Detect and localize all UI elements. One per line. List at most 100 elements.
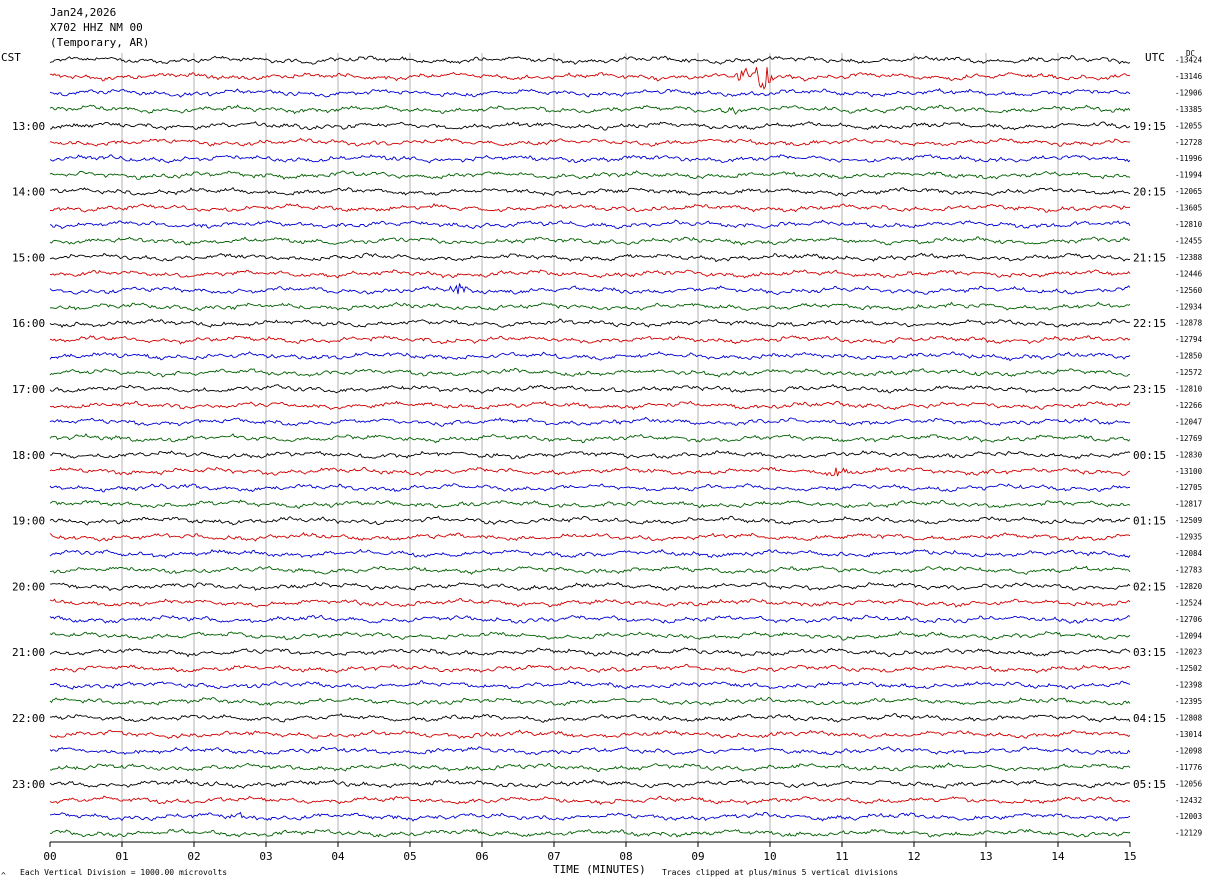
trace-line xyxy=(49,203,1131,213)
trace-line xyxy=(49,696,1131,707)
clip-note: Traces clipped at plus/minus 5 vertical … xyxy=(662,868,898,877)
x-tick-label: 13 xyxy=(979,850,992,863)
dc-offset-value: -12906 xyxy=(1175,88,1203,97)
trace-line xyxy=(49,350,1131,362)
x-tick-label: 09 xyxy=(691,850,704,863)
dc-offset-value: -12817 xyxy=(1175,500,1202,509)
trace-line xyxy=(49,301,1131,312)
scale-note: Each Vertical Division = 1000.00 microvo… xyxy=(20,868,227,877)
dc-offset-value: -12395 xyxy=(1175,697,1202,706)
dc-offset-value: -12047 xyxy=(1175,417,1202,426)
trace-line xyxy=(49,154,1131,164)
station-code: X702 HHZ NM 00 xyxy=(50,21,143,34)
x-tick-label: 01 xyxy=(115,850,128,863)
dc-offset-value: -12094 xyxy=(1175,631,1203,640)
utc-hour-label: 05:15 xyxy=(1133,778,1166,791)
utc-hour-label: 02:15 xyxy=(1133,580,1166,593)
trace-line xyxy=(49,598,1131,608)
dc-offset-value: -12783 xyxy=(1175,566,1202,575)
seismic-traces xyxy=(49,55,1131,838)
x-tick-label: 06 xyxy=(475,850,488,863)
x-tick-label: 05 xyxy=(403,850,416,863)
trace-line xyxy=(49,236,1131,246)
cst-hour-label: 23:00 xyxy=(12,778,45,791)
trace-line xyxy=(49,548,1131,559)
trace-line xyxy=(49,137,1131,147)
utc-hour-label: 21:15 xyxy=(1133,251,1166,264)
trace-line xyxy=(49,630,1131,641)
dc-offset-value: -12850 xyxy=(1175,352,1203,361)
dc-offset-value: -13014 xyxy=(1175,730,1203,739)
trace-line xyxy=(49,795,1131,806)
dc-offset-value: -12808 xyxy=(1175,714,1203,723)
dc-offset-value: -12455 xyxy=(1175,236,1202,245)
trace-line xyxy=(49,811,1131,822)
dc-offset-value: -12266 xyxy=(1175,401,1203,410)
dc-offset-value: -11996 xyxy=(1175,154,1203,163)
minute-gridlines xyxy=(121,53,1059,842)
dc-offset-value: -12098 xyxy=(1175,746,1203,755)
dc-offset-value: -12524 xyxy=(1175,598,1203,607)
dc-offset-value: -12794 xyxy=(1175,335,1203,344)
trace-line xyxy=(49,219,1131,230)
trace-line xyxy=(49,252,1131,263)
x-axis-ticks: 00 01 02 03 04 05 06 07 08 09 10 11 12 13 14 15 xyxy=(43,842,1137,863)
x-tick-label: 12 xyxy=(907,850,920,863)
utc-hour-label: 04:15 xyxy=(1133,712,1166,725)
cst-hour-label: 17:00 xyxy=(12,383,45,396)
left-time-labels: 13:00 14:00 15:00 16:00 17:00 18:00 19:00 20:00… xyxy=(12,120,45,791)
trace-line xyxy=(49,269,1131,279)
utc-hour-label: 23:15 xyxy=(1133,383,1166,396)
dc-offset-value: -12129 xyxy=(1175,829,1202,838)
header: Jan24,2026 X702 HHZ NM 00 (Temporary, AR… xyxy=(50,6,149,49)
cst-hour-label: 18:00 xyxy=(12,449,45,462)
dc-offset-value: -12810 xyxy=(1175,220,1203,229)
trace-line xyxy=(49,778,1131,789)
cst-hour-label: 13:00 xyxy=(12,120,45,133)
x-axis-title: TIME (MINUTES) xyxy=(553,863,646,876)
dc-offset-value: -12398 xyxy=(1175,681,1203,690)
dc-offset-value: -12065 xyxy=(1175,187,1202,196)
cst-hour-label: 22:00 xyxy=(12,712,45,725)
dc-offset-value: -12934 xyxy=(1175,302,1203,311)
trace-line xyxy=(49,67,1131,90)
dc-offset-value: -12446 xyxy=(1175,269,1203,278)
utc-hour-label: 22:15 xyxy=(1133,317,1166,330)
right-time-labels: 19:15 20:15 21:15 22:15 23:15 00:15 01:15 02:15… xyxy=(1133,120,1166,791)
trace-line xyxy=(49,170,1131,180)
trace-line xyxy=(49,433,1131,444)
dc-offset-value: -12572 xyxy=(1175,368,1202,377)
trace-line xyxy=(50,581,1131,592)
dc-offset-value: -12878 xyxy=(1175,319,1203,328)
trace-line xyxy=(49,680,1131,690)
dc-offset-value: -13385 xyxy=(1175,105,1202,114)
dc-offset-value: -12728 xyxy=(1175,138,1203,147)
trace-line xyxy=(49,104,1131,115)
dc-offset-value: -13100 xyxy=(1175,467,1203,476)
dc-offset-value: -13146 xyxy=(1175,72,1203,81)
utc-hour-label: 01:15 xyxy=(1133,515,1166,528)
utc-hour-label: 03:15 xyxy=(1133,646,1166,659)
dc-offset-value: -12810 xyxy=(1175,385,1203,394)
dc-offset-value: -12056 xyxy=(1175,779,1203,788)
station-location: (Temporary, AR) xyxy=(50,36,149,49)
cst-hour-label: 21:00 xyxy=(12,646,45,659)
trace-line xyxy=(49,532,1131,542)
cst-hour-label: 15:00 xyxy=(12,251,45,264)
trace-line xyxy=(49,614,1131,624)
dc-offset-value: -12935 xyxy=(1175,533,1202,542)
utc-hour-label: 00:15 xyxy=(1133,449,1166,462)
dc-offset-value: -12509 xyxy=(1175,516,1202,525)
utc-hour-label: 19:15 xyxy=(1133,120,1166,133)
x-tick-label: 02 xyxy=(187,850,200,863)
dc-offset-value: -13424 xyxy=(1175,56,1203,65)
dc-offset-value: -11994 xyxy=(1175,171,1203,180)
trace-line xyxy=(49,515,1131,526)
trace-line xyxy=(49,187,1131,197)
right-timezone-label: UTC xyxy=(1145,51,1165,64)
utc-hour-label: 20:15 xyxy=(1133,186,1166,199)
cst-hour-label: 20:00 xyxy=(12,580,45,593)
trace-line xyxy=(49,383,1131,394)
dc-offset-value: -12820 xyxy=(1175,582,1203,591)
